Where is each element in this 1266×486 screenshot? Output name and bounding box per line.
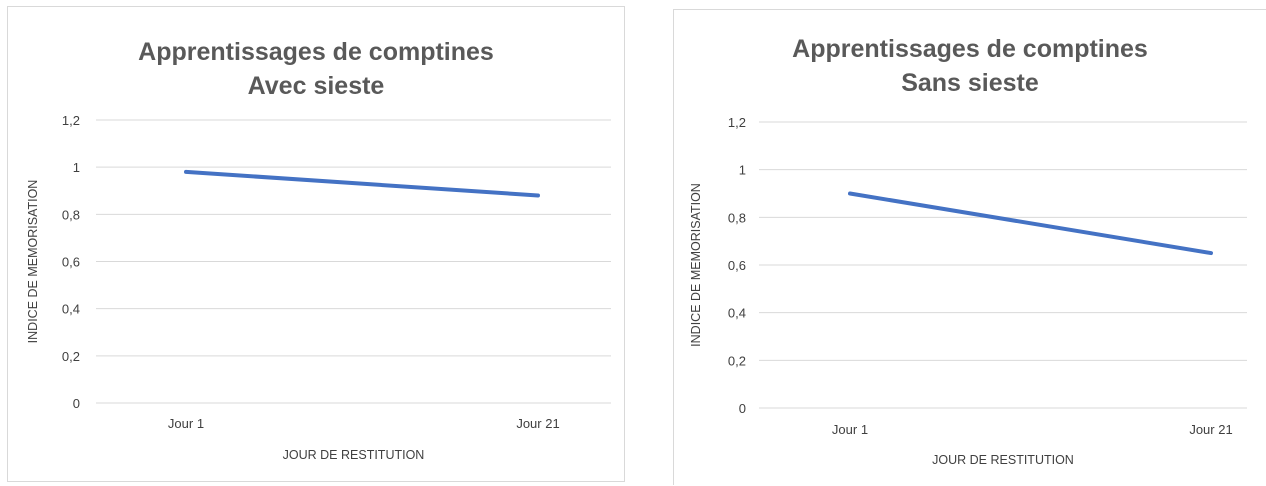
y-tick-label: 0,4 (728, 306, 746, 321)
chart-title-line1: Apprentissages de comptines (792, 35, 1148, 63)
x-axis-label: JOUR DE RESTITUTION (932, 453, 1074, 467)
series-line (848, 191, 1213, 256)
y-tick-label: 0,2 (62, 349, 80, 364)
y-tick-label: 0 (73, 396, 80, 411)
y-tick-label: 1,2 (728, 115, 746, 130)
y-axis-label: INDICE DE MEMORISATION (26, 180, 40, 344)
x-axis-label: JOUR DE RESTITUTION (283, 448, 425, 462)
y-tick-label: 1 (739, 163, 746, 178)
chart-panel-sans-sieste: Apprentissages de comptines Sans sieste … (673, 9, 1266, 485)
y-tick-label: 0,6 (728, 258, 746, 273)
x-tick-label: Jour 1 (168, 416, 204, 431)
line-chart: 0 0,2 0,4 0,6 0,8 1 1,2 Jour 1 Jour 21 JOUR DE … (26, 113, 611, 462)
y-tick-label: 0,6 (62, 255, 80, 270)
x-tick-label: Jour 21 (516, 416, 559, 431)
y-tick-label: 1,2 (62, 113, 80, 128)
y-tick-label: 0,4 (62, 302, 80, 317)
y-tick-label: 0,8 (62, 207, 80, 222)
series-line (184, 169, 540, 198)
chart-title-line2: Sans sieste (901, 69, 1039, 97)
y-tick-label: 0,8 (728, 210, 746, 225)
y-tick-label: 0 (739, 401, 746, 416)
chart-title-line1: Apprentissages de comptines (138, 38, 494, 66)
x-tick-label: Jour 1 (832, 422, 868, 437)
y-axis-label: INDICE DE MEMORISATION (689, 183, 703, 347)
y-tick-label: 0,2 (728, 353, 746, 368)
y-tick-label: 1 (73, 160, 80, 175)
x-tick-label: Jour 21 (1189, 422, 1232, 437)
chart-panel-avec-sieste: Apprentissages de comptines Avec sieste … (7, 6, 625, 482)
line-chart: 0 0,2 0,4 0,6 0,8 1 1,2 Jour 1 Jour 21 JOUR DE … (689, 115, 1247, 467)
chart-title-line2: Avec sieste (247, 72, 385, 100)
